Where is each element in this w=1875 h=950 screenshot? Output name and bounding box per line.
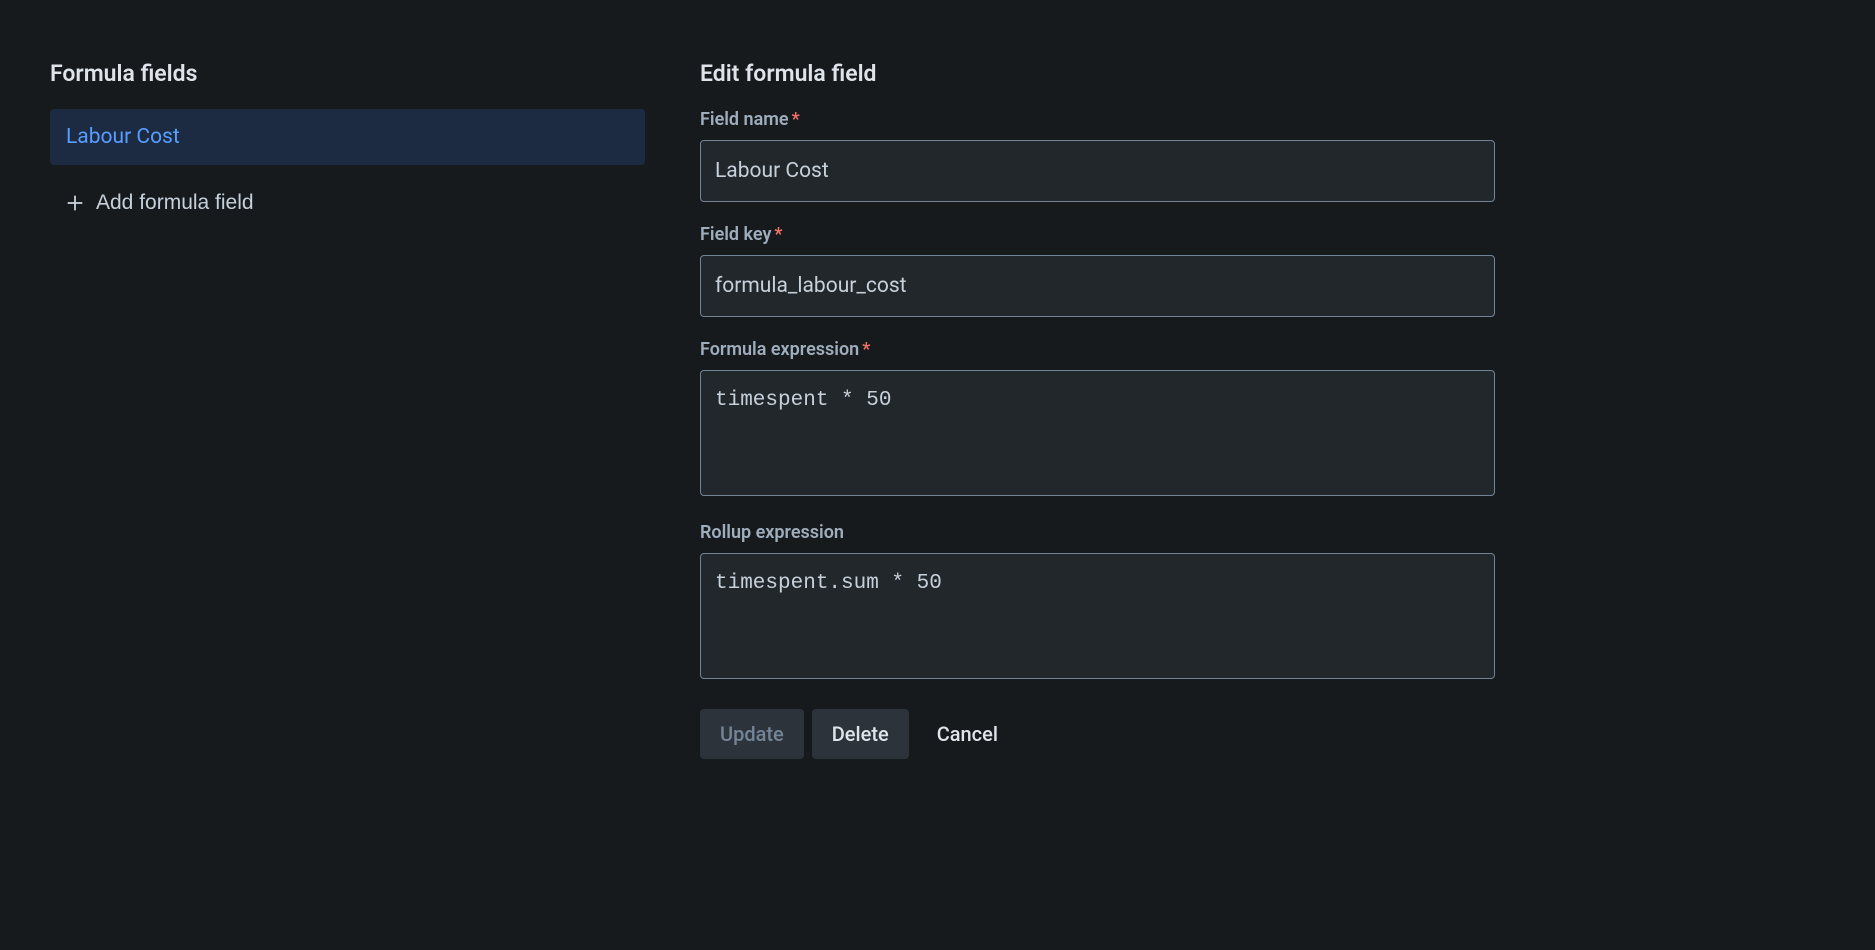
required-asterisk: * — [774, 224, 782, 245]
required-asterisk: * — [792, 109, 800, 130]
field-item-label: Labour Cost — [66, 125, 180, 149]
formula-expression-group: Formula expression* — [700, 339, 1495, 500]
edit-formula-field-title: Edit formula field — [700, 60, 1495, 87]
field-key-label-text: Field key — [700, 224, 771, 245]
button-row: Update Delete Cancel — [700, 709, 1495, 759]
plus-icon — [64, 192, 86, 214]
field-key-label: Field key* — [700, 224, 1495, 245]
formula-expression-label-text: Formula expression — [700, 339, 859, 360]
update-button[interactable]: Update — [700, 709, 804, 759]
rollup-expression-label-text: Rollup expression — [700, 522, 844, 543]
formula-expression-label: Formula expression* — [700, 339, 1495, 360]
field-name-group: Field name* — [700, 109, 1495, 202]
main-layout: Formula fields Labour Cost Add formula f… — [50, 60, 1825, 759]
formula-fields-title: Formula fields — [50, 60, 645, 87]
rollup-expression-input[interactable] — [700, 553, 1495, 679]
field-name-label-text: Field name — [700, 109, 789, 130]
field-key-group: Field key* — [700, 224, 1495, 317]
right-panel: Edit formula field Field name* Field key… — [700, 60, 1495, 759]
field-key-input[interactable] — [700, 255, 1495, 317]
formula-expression-input[interactable] — [700, 370, 1495, 496]
left-panel: Formula fields Labour Cost Add formula f… — [50, 60, 645, 759]
delete-button[interactable]: Delete — [812, 709, 909, 759]
add-field-label: Add formula field — [96, 191, 254, 215]
field-name-label: Field name* — [700, 109, 1495, 130]
rollup-expression-label: Rollup expression — [700, 522, 1495, 543]
cancel-button[interactable]: Cancel — [917, 709, 1018, 759]
field-name-input[interactable] — [700, 140, 1495, 202]
field-item-labour-cost[interactable]: Labour Cost — [50, 109, 645, 165]
required-asterisk: * — [862, 339, 870, 360]
rollup-expression-group: Rollup expression — [700, 522, 1495, 683]
add-formula-field-button[interactable]: Add formula field — [50, 177, 645, 229]
